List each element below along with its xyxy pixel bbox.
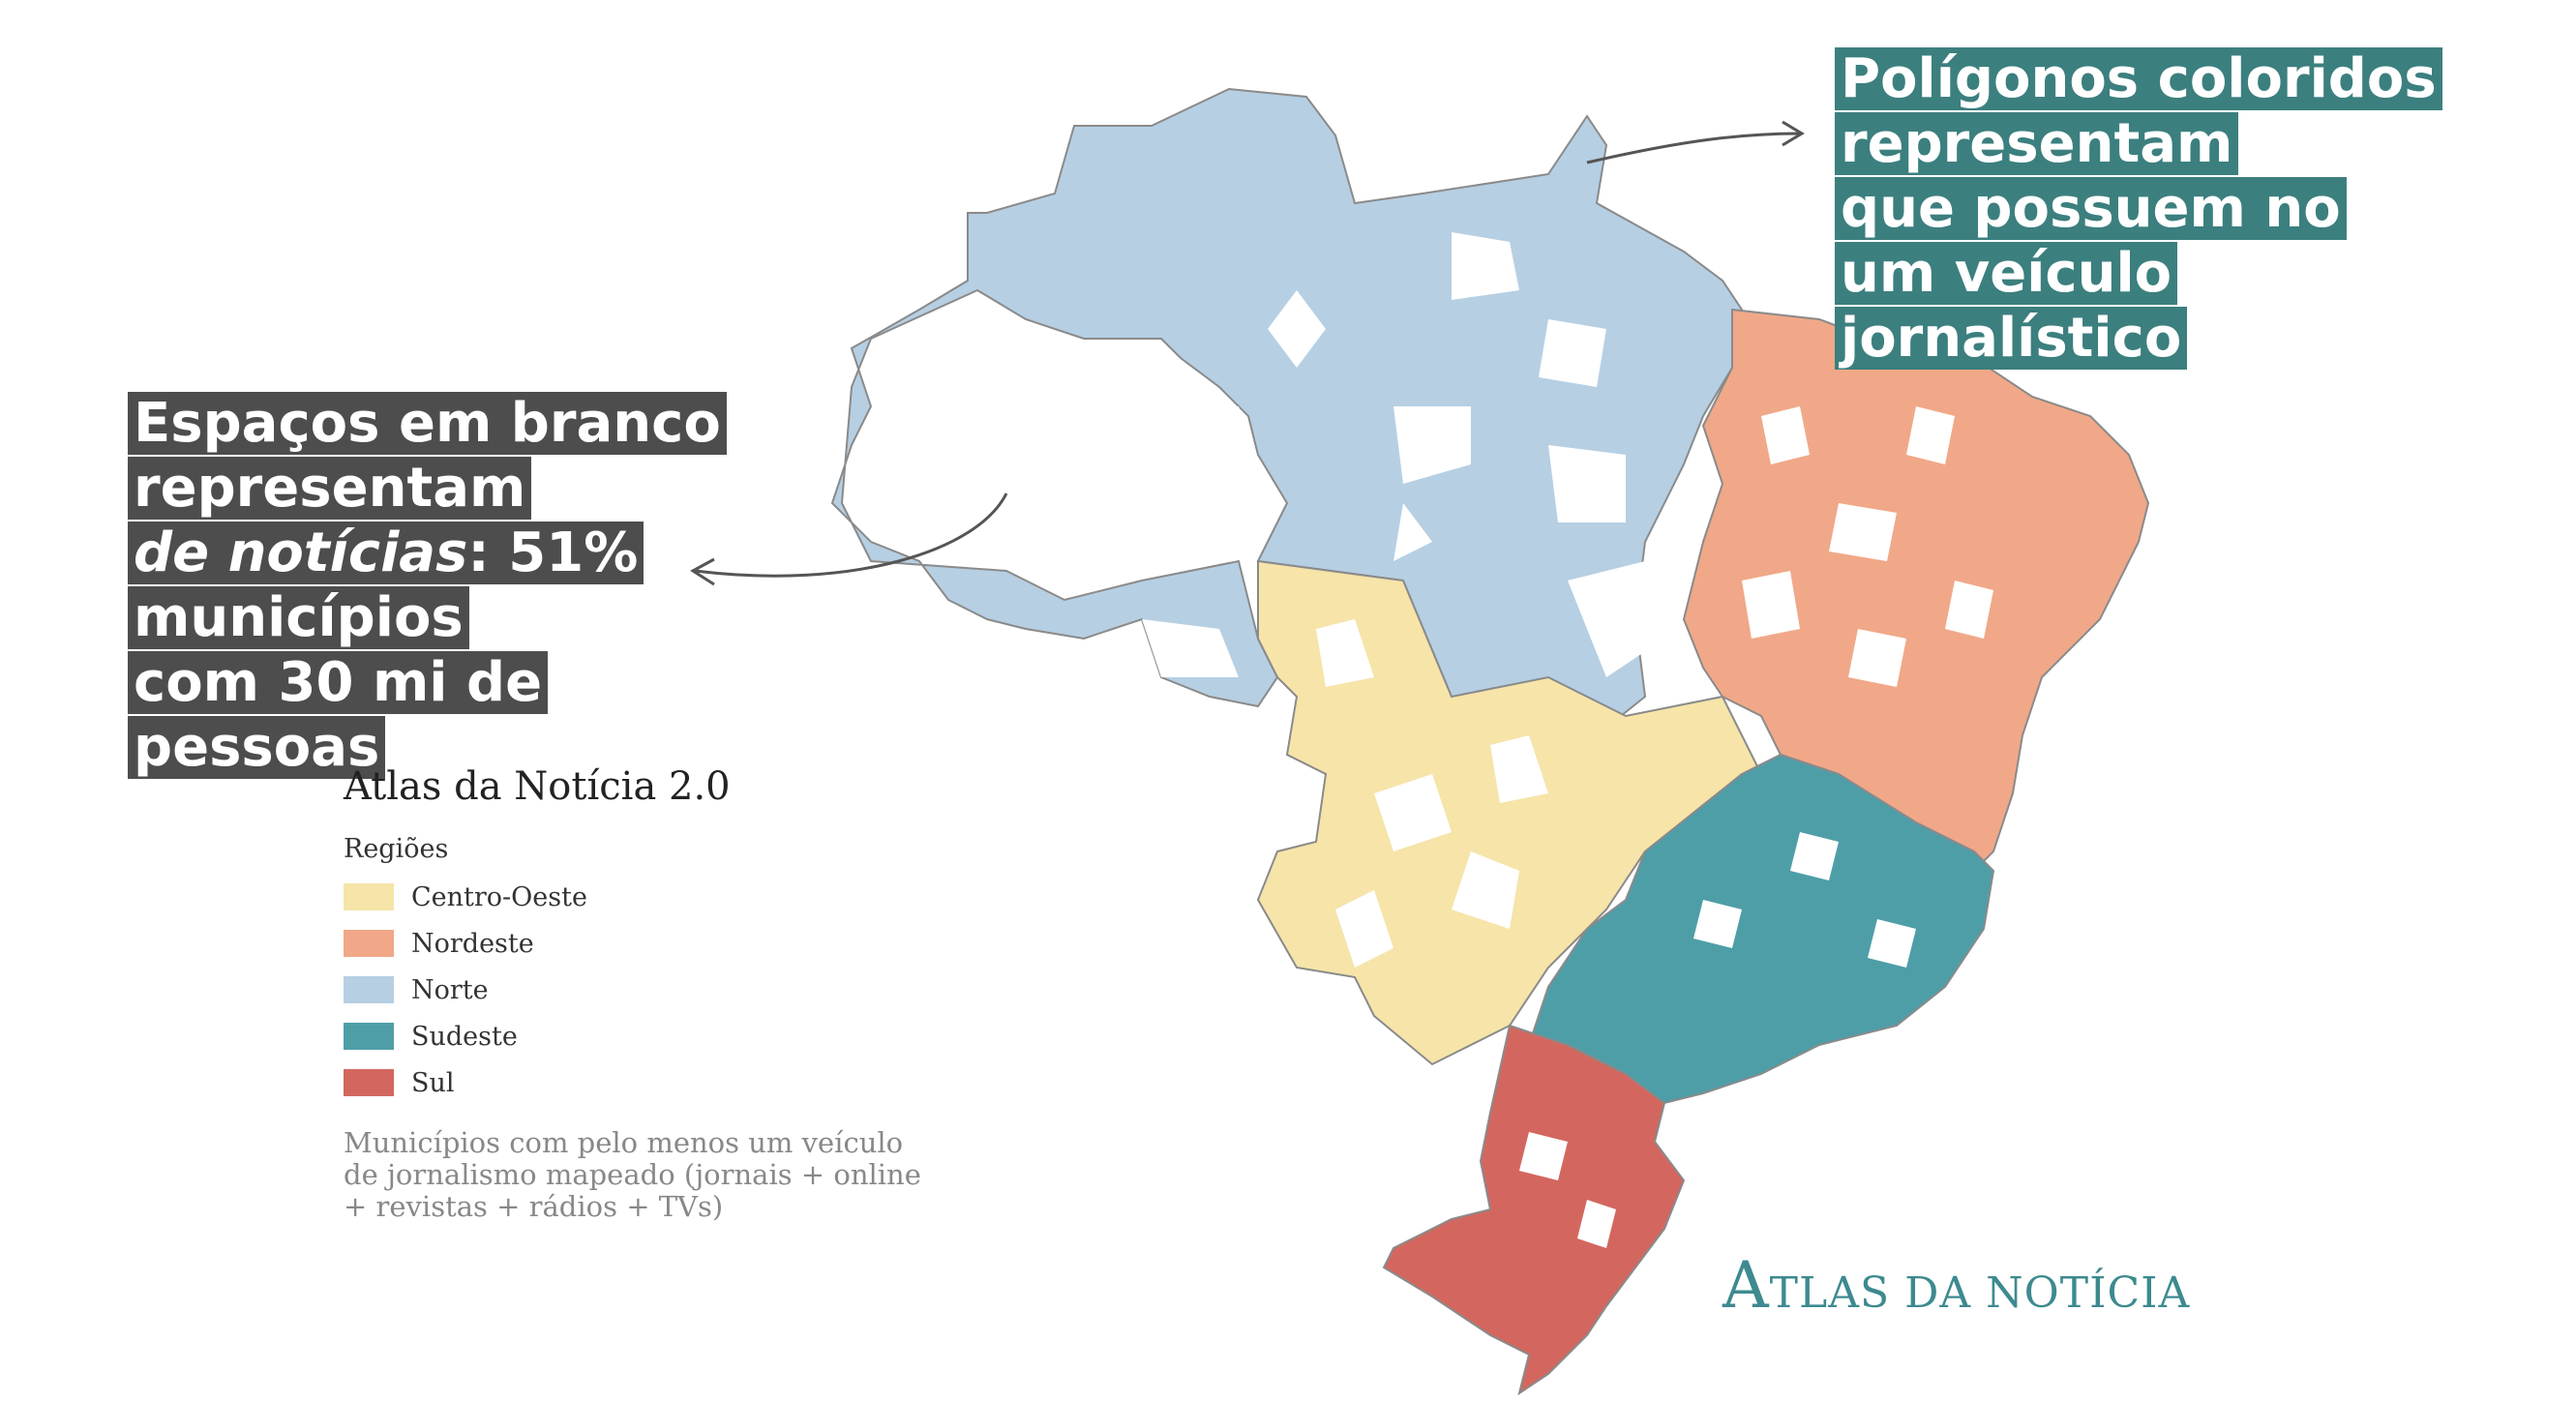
- legend-item-norte: Norte: [344, 967, 963, 1013]
- legend-label: Nordeste: [411, 928, 534, 959]
- logo-initial: A: [1722, 1248, 1770, 1323]
- legend-heading: Regiões: [344, 834, 449, 864]
- region-sul: [1382, 1024, 1686, 1396]
- callout-right-line-1: Polígonos coloridos: [1835, 47, 2442, 110]
- legend-item-centro-oeste: Centro-Oeste: [344, 874, 963, 920]
- callout-left-line-1: Espaços em branco: [128, 392, 727, 455]
- legend-note: Municípios com pelo menos um veículo de …: [344, 1126, 921, 1223]
- logo-rest: TLAS DA NOTÍCIA: [1769, 1268, 2191, 1318]
- legend-swatch: [344, 1023, 394, 1050]
- callout-colored-polygons: Polígonos coloridos representam municípi…: [1835, 46, 2531, 370]
- news-desert-patches: [919, 232, 1993, 1248]
- legend-label: Sul: [411, 1067, 455, 1098]
- legend-swatch: [344, 930, 394, 957]
- map-legend: Atlas da Notícia 2.0 Regiões Centro-Oest…: [344, 764, 963, 1223]
- legend-item-sudeste: Sudeste: [344, 1013, 963, 1059]
- legend-swatch: [344, 976, 394, 1003]
- legend-label: Norte: [411, 974, 489, 1005]
- legend-swatch: [344, 883, 394, 910]
- legend-label: Sudeste: [411, 1021, 518, 1052]
- legend-swatch: [344, 1069, 394, 1096]
- legend-label: Centro-Oeste: [411, 881, 587, 912]
- legend-item-nordeste: Nordeste: [344, 920, 963, 967]
- callout-right-line-4: um veículo jornalístico: [1835, 242, 2188, 370]
- atlas-da-noticia-logo: ATLAS DA NOTÍCIA: [1722, 1248, 2190, 1323]
- legend-title: Atlas da Notícia 2.0: [344, 764, 731, 809]
- legend-item-sul: Sul: [344, 1059, 963, 1106]
- region-norte: [830, 87, 1744, 737]
- arrow-right-callout: [1586, 120, 1805, 164]
- arrow-left-callout: [690, 492, 1008, 586]
- region-sudeste: [1527, 753, 1995, 1105]
- callout-news-deserts: Espaços em branco representam desertos d…: [128, 391, 747, 779]
